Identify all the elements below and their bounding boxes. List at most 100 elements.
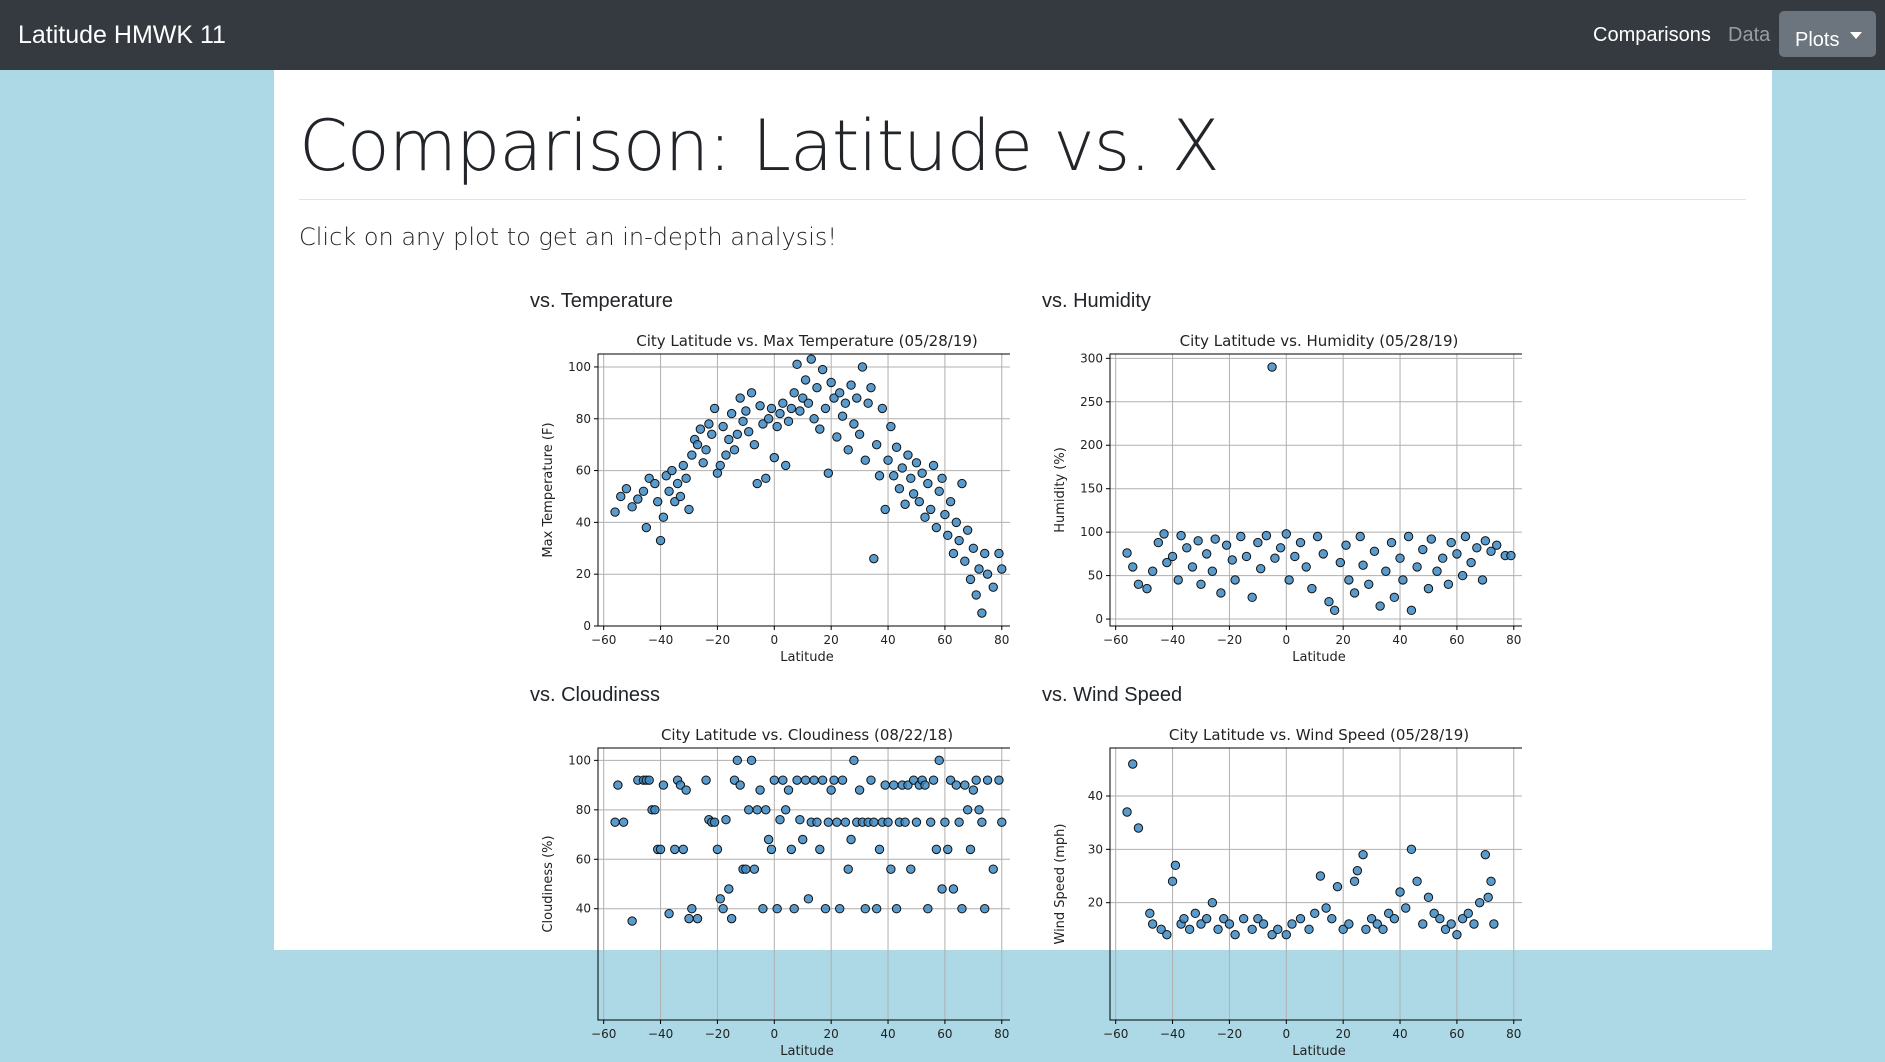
data-point bbox=[758, 419, 768, 429]
nav-link-comparisons[interactable]: Comparisons bbox=[1593, 24, 1711, 46]
x-tick-label: −40 bbox=[1160, 633, 1185, 647]
data-point bbox=[994, 548, 1004, 559]
data-point bbox=[1201, 549, 1212, 559]
data-point bbox=[1201, 913, 1212, 924]
data-point bbox=[928, 775, 939, 785]
data-point bbox=[866, 382, 876, 393]
data-point bbox=[812, 817, 822, 827]
x-tick-label: 40 bbox=[880, 633, 895, 647]
data-point bbox=[1401, 903, 1411, 913]
plot-frame bbox=[597, 353, 1010, 627]
data-point bbox=[1267, 362, 1277, 372]
data-point bbox=[721, 450, 731, 460]
data-point bbox=[1284, 575, 1294, 585]
data-point bbox=[1418, 544, 1428, 555]
data-point bbox=[655, 844, 666, 855]
data-point bbox=[965, 574, 976, 585]
x-axis-label: Latitude bbox=[1292, 650, 1346, 665]
temperature-scatter-plot[interactable]: City Latitude vs. Max Temperature (05/28… bbox=[530, 328, 1010, 668]
data-point bbox=[1349, 588, 1360, 598]
data-point bbox=[678, 844, 689, 855]
x-tick-label: 40 bbox=[1392, 1027, 1407, 1041]
x-tick-label: 0 bbox=[1282, 633, 1290, 647]
data-point bbox=[741, 864, 751, 874]
data-point bbox=[911, 817, 922, 827]
data-point bbox=[928, 460, 939, 471]
data-point bbox=[1389, 913, 1400, 924]
data-point bbox=[709, 403, 720, 414]
data-point bbox=[772, 904, 782, 914]
data-point bbox=[1162, 929, 1172, 940]
data-point bbox=[735, 780, 745, 790]
data-point bbox=[701, 775, 711, 785]
data-point bbox=[678, 460, 689, 471]
data-point bbox=[1369, 546, 1380, 556]
data-point bbox=[698, 458, 708, 468]
data-point bbox=[934, 486, 944, 496]
data-point bbox=[1273, 924, 1283, 935]
data-point bbox=[1258, 919, 1269, 929]
data-point bbox=[883, 817, 893, 827]
data-point bbox=[1412, 562, 1422, 572]
data-point bbox=[672, 478, 683, 489]
data-point bbox=[664, 486, 674, 496]
data-point bbox=[869, 817, 879, 827]
plots-dropdown-button[interactable]: Plots bbox=[1779, 11, 1876, 57]
data-point bbox=[712, 844, 723, 855]
data-point bbox=[1301, 562, 1311, 572]
data-point bbox=[854, 429, 865, 440]
x-tick-label: 0 bbox=[770, 633, 778, 647]
data-point bbox=[1395, 887, 1405, 897]
data-point bbox=[846, 380, 856, 390]
y-tick-label: 60 bbox=[576, 464, 591, 478]
x-axis-label: Latitude bbox=[780, 1044, 834, 1059]
data-point bbox=[1207, 897, 1218, 908]
x-tick-label: −20 bbox=[1217, 1027, 1242, 1041]
data-point bbox=[1375, 601, 1385, 611]
data-point bbox=[1247, 592, 1257, 603]
data-point bbox=[889, 780, 899, 790]
data-point bbox=[661, 471, 671, 481]
data-point bbox=[1153, 537, 1164, 548]
data-point bbox=[1219, 913, 1229, 924]
data-point bbox=[618, 817, 629, 827]
data-point bbox=[1378, 924, 1388, 935]
data-point bbox=[758, 904, 768, 914]
x-tick-label: 20 bbox=[1336, 1027, 1351, 1041]
caret-down-icon bbox=[1850, 32, 1862, 39]
data-point bbox=[1480, 849, 1491, 860]
humidity-scatter-plot[interactable]: City Latitude vs. Humidity (05/28/19) −60… bbox=[1042, 328, 1522, 668]
data-point bbox=[621, 484, 632, 494]
x-tick-label: −40 bbox=[1160, 1027, 1185, 1041]
cloudiness-scatter-plot[interactable]: City Latitude vs. Cloudiness (08/22/18) −… bbox=[530, 722, 1010, 1062]
data-point bbox=[1426, 534, 1437, 544]
navbar-brand[interactable]: Latitude HMWK 11 bbox=[18, 21, 226, 49]
wind-speed-scatter-plot[interactable]: City Latitude vs. Wind Speed (05/28/19) −… bbox=[1042, 722, 1522, 1062]
data-point bbox=[1492, 540, 1502, 550]
data-point bbox=[1366, 913, 1377, 924]
data-point bbox=[1474, 897, 1485, 908]
data-point bbox=[1437, 553, 1448, 563]
data-point bbox=[917, 468, 927, 478]
plot-frame bbox=[1109, 353, 1522, 627]
nav-link-data[interactable]: Data bbox=[1728, 24, 1771, 46]
x-tick-label: −60 bbox=[1103, 633, 1128, 647]
data-point bbox=[817, 775, 828, 785]
data-point bbox=[1358, 560, 1368, 570]
data-point bbox=[613, 780, 623, 790]
data-point bbox=[980, 904, 990, 914]
x-tick-label: −20 bbox=[705, 633, 730, 647]
data-point bbox=[1256, 563, 1266, 574]
data-point bbox=[957, 478, 967, 489]
data-point bbox=[829, 393, 839, 403]
data-point bbox=[826, 377, 836, 388]
data-point bbox=[954, 535, 964, 546]
data-point bbox=[786, 403, 797, 414]
data-point bbox=[1122, 548, 1132, 558]
data-point bbox=[655, 535, 666, 546]
data-point bbox=[729, 445, 740, 455]
data-point bbox=[1241, 551, 1252, 562]
data-point bbox=[854, 785, 865, 795]
data-point bbox=[786, 844, 797, 855]
data-point bbox=[795, 406, 805, 416]
